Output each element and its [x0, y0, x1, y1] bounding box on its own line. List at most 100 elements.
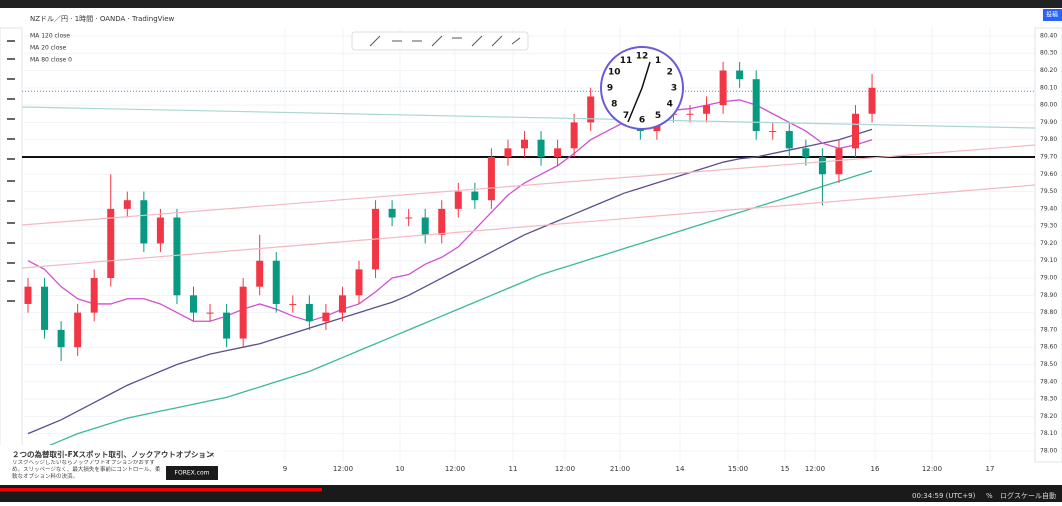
ad-title: ２つの為替取引-FXスポット取引、ノックアウトオプション	[12, 449, 214, 459]
x-tick-label: 15	[781, 465, 790, 473]
candle-body	[802, 148, 810, 157]
candle-body	[454, 191, 462, 209]
candle-body	[554, 148, 562, 157]
clock-number: 2	[667, 68, 673, 78]
clock-number: 4	[667, 100, 673, 110]
publish-button[interactable]	[1043, 9, 1062, 21]
ad-brand: FOREX.com	[175, 470, 210, 477]
log-toggle[interactable]: ログスケール	[1000, 491, 1042, 500]
clock-number: 3	[671, 84, 677, 94]
y-tick-label: 78.70	[1040, 326, 1057, 333]
candle-body	[719, 70, 727, 106]
x-tick-label: 12:00	[805, 465, 825, 473]
candle-body	[868, 87, 876, 114]
top-strip	[0, 0, 1062, 8]
x-tick-label: 14	[676, 465, 685, 473]
candle-body	[769, 131, 777, 133]
ad-close[interactable]: ×	[209, 451, 215, 459]
y-tick-label: 78.20	[1040, 413, 1057, 420]
y-tick-label: 78.10	[1040, 430, 1057, 437]
y-tick-label: 80.40	[1040, 32, 1057, 39]
clock-hand	[641, 61, 651, 89]
y-tick-label: 78.60	[1040, 344, 1057, 351]
clock-time: 00:34:59 (UTC+9)	[912, 492, 976, 500]
y-tick-label: 80.00	[1040, 102, 1057, 109]
candle-body	[41, 286, 49, 330]
candle-body	[156, 217, 164, 244]
candle-body	[272, 260, 280, 304]
y-tick-label: 79.70	[1040, 153, 1057, 160]
y-tick-label: 80.10	[1040, 84, 1057, 91]
x-tick-label: 12:00	[445, 465, 465, 473]
candle-body	[471, 191, 479, 201]
candle-body	[322, 312, 330, 322]
candle-body	[289, 303, 297, 305]
ad-brand-box[interactable]	[166, 466, 218, 480]
x-tick-label: 12:00	[922, 465, 942, 473]
y-tick-label: 79.40	[1040, 205, 1057, 212]
candle-body	[107, 208, 115, 279]
y-tick-label: 79.90	[1040, 119, 1057, 126]
candle-body	[90, 278, 98, 313]
y-tick-label: 78.80	[1040, 309, 1057, 316]
moving-average	[27, 99, 873, 322]
y-tick-label: 79.30	[1040, 223, 1057, 230]
candle-body	[785, 131, 793, 149]
plot	[22, 28, 1035, 462]
x-tick-label: 12:00	[333, 465, 353, 473]
candle-body	[239, 286, 247, 339]
clock-number: 1	[655, 56, 661, 66]
clock-number: 5	[655, 111, 661, 121]
y-tick-label: 79.50	[1040, 188, 1057, 195]
x-tick-label: 15:00	[728, 465, 748, 473]
x-tick-label: 9	[283, 465, 287, 473]
drawing-tools	[369, 35, 521, 47]
y-tick-label: 78.50	[1040, 361, 1057, 368]
clock-number: 10	[608, 68, 621, 78]
candle-body	[24, 286, 32, 304]
x-tick-label: 10	[396, 465, 405, 473]
bottom-bar	[0, 485, 1062, 502]
ad-body: リスクヘッジしたいならノックアウトオプションがおすすめ。スリッページなく、最大損…	[12, 460, 161, 480]
y-tick-label: 80.30	[1040, 50, 1057, 57]
candle-body	[57, 329, 65, 348]
symbol-title: NZドル／円 · 1時間 · OANDA · TradingView	[30, 15, 175, 23]
candle-body	[223, 312, 231, 339]
clock-number: 9	[607, 84, 613, 94]
candle-body	[587, 96, 595, 123]
candle-body	[173, 217, 181, 296]
candle-body	[206, 312, 214, 314]
legend-entry: MA 120 close	[30, 33, 70, 40]
y-tick-label: 79.60	[1040, 171, 1057, 178]
candle-body	[405, 217, 413, 219]
left-toolbar	[0, 27, 23, 481]
x-tick-label: 12:00	[555, 465, 575, 473]
candle-body	[123, 200, 131, 209]
clock-hand	[627, 87, 643, 123]
publish-label: 投稿	[1046, 11, 1058, 19]
y-tick-label: 79.20	[1040, 240, 1057, 247]
y-tick-label: 80.20	[1040, 67, 1057, 74]
x-tick-label: 21:00	[610, 465, 630, 473]
tool-icons	[7, 40, 15, 302]
y-tick-label: 78.90	[1040, 292, 1057, 299]
candle-body	[752, 79, 760, 132]
candle-body	[338, 295, 346, 313]
candle-body	[686, 113, 694, 115]
clock-number: 7	[623, 111, 629, 121]
x-tick-label: 11	[509, 465, 518, 473]
x-tick-label: 16	[871, 465, 880, 473]
candle-body	[190, 295, 197, 313]
clock-number: 12	[636, 52, 649, 62]
candle-body	[537, 139, 545, 157]
percent-toggle[interactable]: %	[986, 492, 993, 500]
auto-toggle[interactable]: 自動	[1042, 491, 1056, 500]
moving-average	[27, 170, 873, 455]
candle-body	[835, 148, 843, 175]
candle-body	[504, 148, 512, 157]
legend-entry: MA 20 close	[30, 45, 66, 52]
clock-number: 11	[620, 56, 633, 66]
candle-body	[438, 208, 446, 235]
clock-number: 6	[639, 116, 645, 126]
